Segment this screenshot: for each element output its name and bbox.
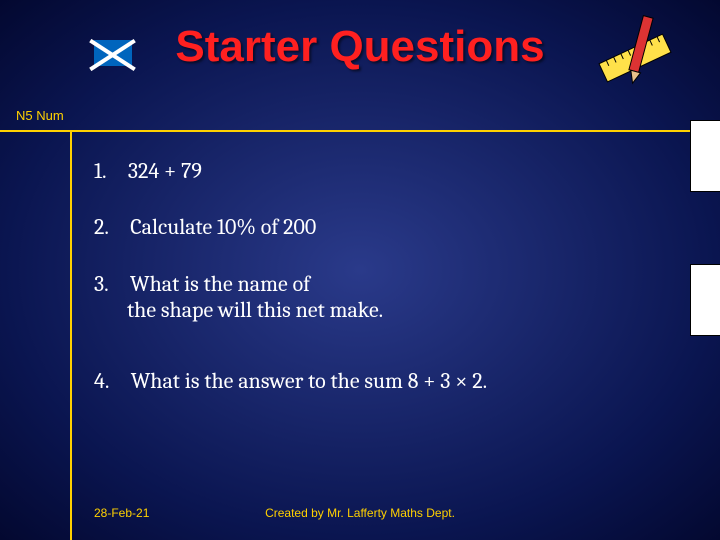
question-4: 4. What is the answer to the sum 8 + 3 ×… [94,368,534,394]
questions-block: 1. 324 + 79 2. Calculate 10% of 200 3. W… [94,158,534,424]
question-3-line1: 3. What is the name of [94,271,534,297]
page-title: Starter Questions [175,22,544,72]
question-3: 3. What is the name of the shape will th… [94,271,534,324]
question-2: 2. Calculate 10% of 200 [94,214,534,240]
subtitle: N5 Num [16,108,64,123]
divider-vertical [70,130,72,540]
question-3-line2: the shape will this net make. [94,297,534,323]
question-1: 1. 324 + 79 [94,158,534,184]
net-cell [690,264,720,336]
divider-horizontal [0,130,720,132]
net-cell [690,120,720,192]
ruler-pencil-clip-icon [588,14,678,99]
footer-credit: Created by Mr. Lafferty Maths Dept. [0,506,720,520]
